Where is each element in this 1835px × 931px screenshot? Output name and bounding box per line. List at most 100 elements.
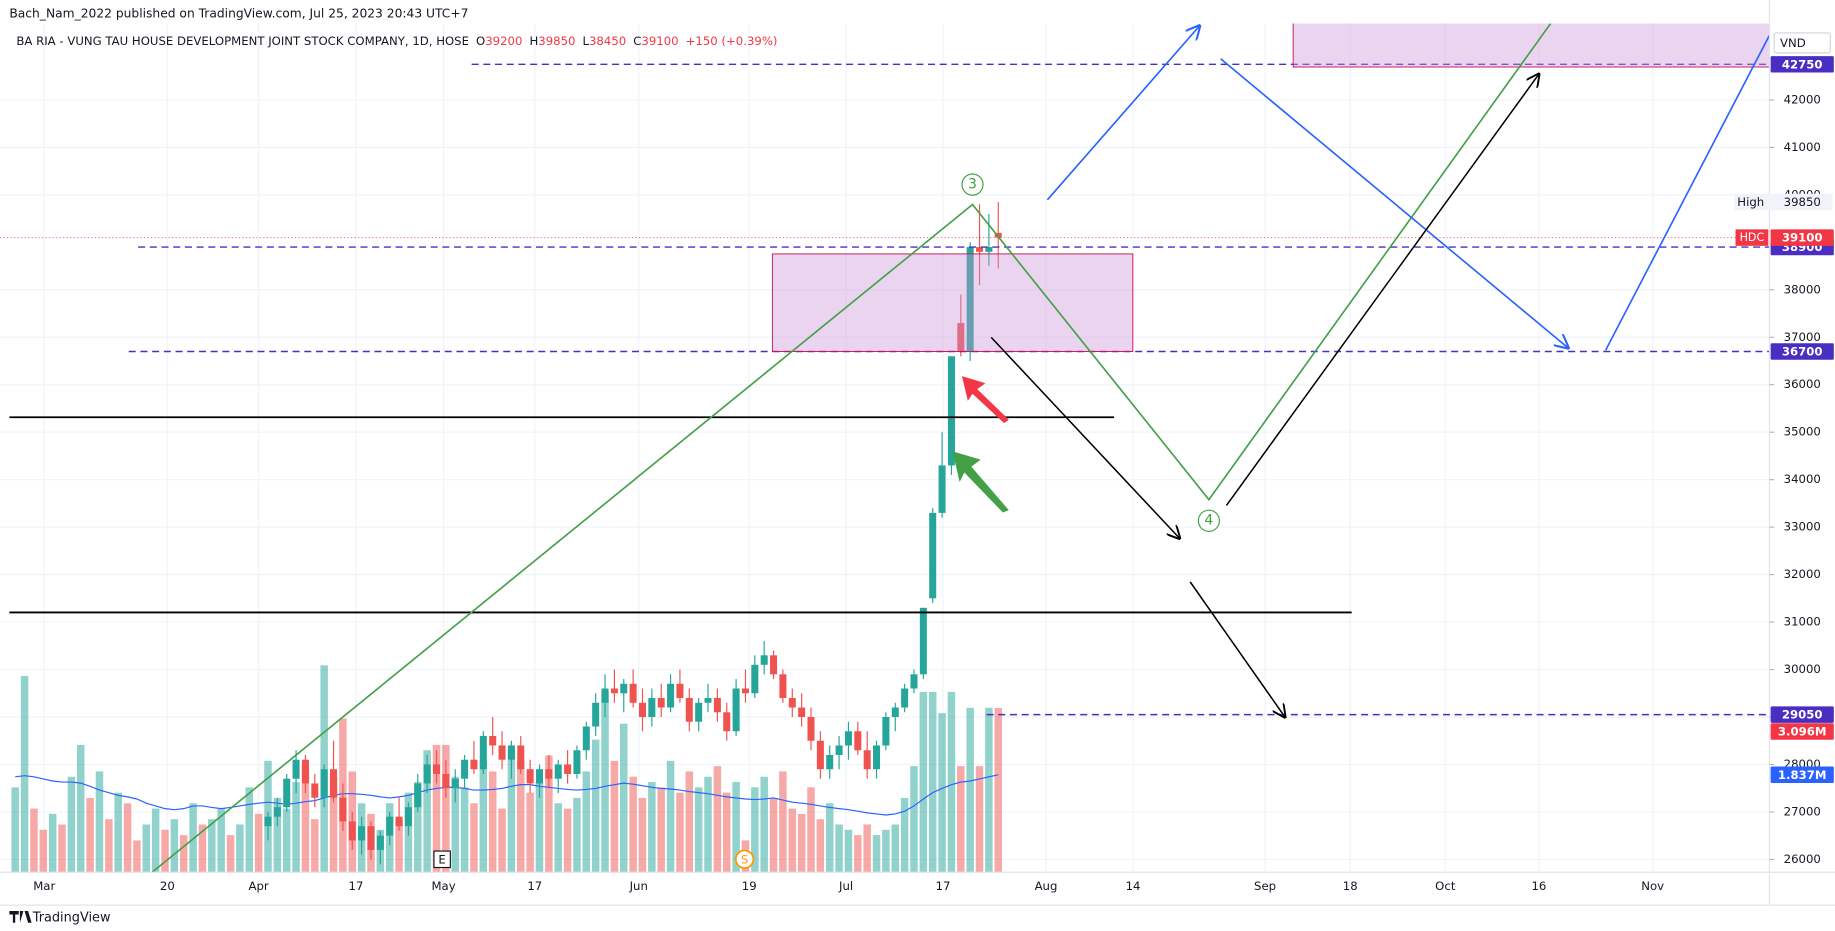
volume-bar	[273, 797, 282, 873]
arrow	[990, 336, 1179, 538]
volume-bar	[638, 797, 647, 873]
x-tick-label: May	[431, 879, 455, 893]
candle-body	[535, 769, 544, 784]
volume-bar	[545, 755, 553, 873]
volume-bar	[329, 776, 338, 873]
volume-bar	[488, 771, 497, 873]
candle-body	[573, 750, 581, 774]
volume-bar	[648, 782, 656, 873]
wave-marker	[1197, 509, 1221, 532]
x-tick-label: 18	[1343, 879, 1358, 893]
volume-bar	[910, 766, 918, 873]
volume-bar	[301, 766, 310, 873]
logo-icon	[9, 911, 32, 923]
currency: VND	[1780, 36, 1806, 50]
volume-bar	[844, 829, 853, 873]
candle-body	[582, 726, 590, 751]
volume-bar	[957, 766, 965, 873]
currency-box[interactable]	[1773, 32, 1831, 54]
candle-body	[676, 683, 684, 699]
candle-body	[339, 797, 347, 822]
candle-body	[770, 655, 778, 675]
candle-body	[685, 698, 693, 722]
volume-bar	[994, 707, 1002, 873]
candle-body	[545, 769, 553, 779]
y-tick-label: 30000	[1784, 662, 1821, 676]
candle-body	[461, 759, 469, 779]
candle-body	[648, 698, 656, 718]
candle-body	[367, 826, 375, 850]
volume-bar	[479, 760, 488, 873]
volume-bar	[245, 787, 254, 873]
x-tick-label: 14	[1126, 879, 1141, 893]
candle-body	[311, 783, 319, 798]
volume-bar	[891, 824, 900, 873]
volume-bar	[825, 803, 834, 873]
volume-bar	[423, 750, 431, 873]
volume-bar	[86, 797, 94, 873]
candle-body	[414, 783, 422, 808]
volume-bar	[554, 803, 562, 873]
volume-bar	[966, 707, 974, 873]
volume-bar	[48, 813, 57, 873]
y-tick-label: 37000	[1784, 330, 1821, 344]
volume-bar	[807, 787, 815, 873]
volume-bar	[151, 808, 160, 873]
candle-body	[498, 745, 506, 760]
x-tick-label: Sep	[1254, 879, 1276, 893]
wave-label: 3	[968, 177, 977, 193]
footer-logo[interactable]: TradingView	[32, 911, 111, 926]
volume-bar	[58, 824, 66, 873]
candle-body	[723, 712, 731, 732]
event-marker[interactable]	[433, 850, 451, 869]
volume-bar	[217, 808, 225, 873]
price-tag-label: 3.096M	[1778, 725, 1827, 739]
x-tick-label: Apr	[249, 879, 269, 893]
volume-bar	[713, 766, 722, 873]
candle-body	[854, 731, 862, 751]
candle-body	[713, 698, 721, 713]
symbol-legend: BA RIA - VUNG TAU HOUSE DEVELOPMENT JOIN…	[16, 34, 777, 48]
event-label: E	[438, 852, 445, 866]
volume-bar	[208, 819, 216, 873]
volume-bar	[526, 792, 534, 873]
candle-body	[292, 759, 300, 779]
volume-bar	[722, 792, 731, 873]
price-tag-label: 36700	[1782, 345, 1823, 359]
x-tick-label: 16	[1531, 879, 1546, 893]
candle-body	[348, 821, 356, 841]
price-tag-label: 1.837M	[1778, 768, 1827, 782]
candle-body	[985, 247, 993, 252]
volume-bar	[928, 691, 937, 873]
x-tick-label: Jun	[629, 879, 648, 893]
x-tick-label: 17	[527, 879, 542, 893]
candle-body	[433, 764, 441, 774]
candle-body	[320, 769, 328, 798]
high-tag	[1734, 193, 1833, 211]
legend-value: 39850	[538, 34, 575, 48]
candle-body	[451, 778, 459, 789]
volume-bar	[451, 776, 459, 873]
arrow	[1220, 58, 1569, 348]
y-tick-label: 41000	[1784, 140, 1821, 154]
candle-body	[404, 807, 412, 827]
volume-bar	[975, 766, 984, 873]
price-tag-label: 29050	[1782, 708, 1823, 722]
y-tick-label: 33000	[1784, 520, 1821, 534]
legend-value: 39100	[641, 34, 678, 48]
x-tick-label: Oct	[1435, 879, 1456, 893]
volume-bar	[816, 819, 825, 873]
candle-body	[283, 778, 291, 808]
candle-body	[732, 688, 740, 732]
volume-bar	[666, 760, 675, 873]
candle-body	[863, 750, 871, 770]
volume-bar	[133, 840, 141, 873]
volume-bar	[311, 819, 319, 873]
event-marker[interactable]	[734, 849, 755, 869]
volume-bar	[254, 813, 263, 873]
zone-box	[771, 253, 1134, 352]
event-label: S	[741, 852, 748, 866]
candle-body	[798, 707, 806, 718]
